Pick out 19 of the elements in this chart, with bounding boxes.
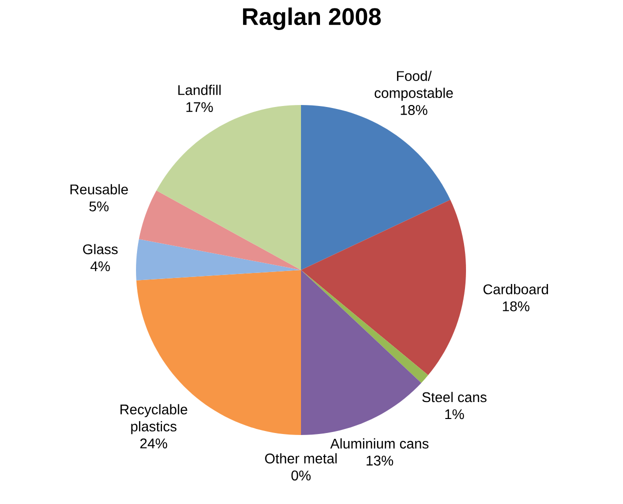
data-label: 17% [186, 102, 213, 112]
data-label: 24% [140, 438, 168, 448]
data-label: 13% [366, 456, 394, 466]
category-label: Other metal [265, 453, 337, 464]
chart-title: Raglan 2008 [243, 8, 381, 30]
slice-label: Food/ compostable [374, 70, 453, 101]
text: 0% [291, 470, 311, 480]
data-label: 18% [400, 105, 428, 115]
slice-label: Aluminium cans [330, 438, 428, 449]
data-label: 18% [502, 301, 530, 312]
data-label: 4% [90, 261, 110, 272]
slice-label: Reusable [70, 184, 128, 194]
slice-label: Cardboard [483, 284, 548, 294]
slice-label: Glass [83, 244, 118, 254]
slice-label: Landfill [178, 84, 221, 96]
slice-label: Steel cans [422, 392, 486, 402]
slice-label: Recyclable plastics [120, 404, 188, 434]
data-label: 1% [445, 409, 464, 420]
data-label: 5% [89, 202, 109, 212]
